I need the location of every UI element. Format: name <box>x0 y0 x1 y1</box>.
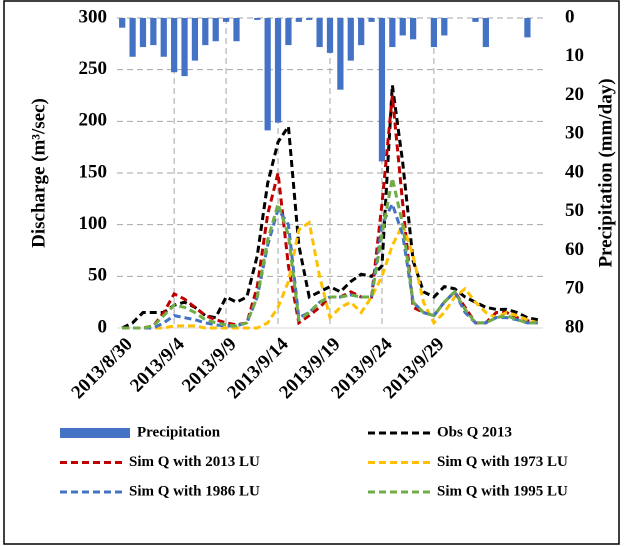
legend-label: Sim Q with 1995 LU <box>437 483 568 499</box>
bar <box>150 18 157 46</box>
y-tick-label: 300 <box>79 6 108 27</box>
legend-label: Precipitation <box>137 424 221 440</box>
y2-tick-label: 20 <box>565 84 584 105</box>
legend-swatch <box>60 428 130 438</box>
y-tick-label: 50 <box>88 265 107 286</box>
bar <box>378 18 386 162</box>
bar <box>295 18 302 22</box>
line <box>122 177 538 330</box>
bar <box>306 18 313 20</box>
bar <box>264 18 271 131</box>
y2-tick-label: 80 <box>565 316 584 337</box>
legend-label: Sim Q with 1986 LU <box>129 483 260 499</box>
y-tick-label: 150 <box>79 161 108 182</box>
bar <box>139 18 147 48</box>
y2-axis-title: Precipitation (mm/day) <box>595 78 616 267</box>
bar <box>202 18 209 46</box>
line <box>122 220 539 330</box>
bar <box>285 18 292 46</box>
bar <box>212 18 219 42</box>
bar <box>399 18 406 36</box>
x-tick-label: 2013/8/30 <box>67 334 136 403</box>
bar <box>441 18 448 36</box>
bar <box>181 18 188 77</box>
bar <box>274 18 282 123</box>
bar <box>316 18 323 48</box>
bar <box>233 18 240 42</box>
bar <box>358 18 365 46</box>
y2-tick-label: 50 <box>565 200 584 221</box>
bar <box>482 18 489 48</box>
y2-tick-label: 70 <box>565 278 584 299</box>
legend-label: Obs Q 2013 <box>437 424 512 440</box>
legend-label: Sim Q with 1973 LU <box>437 454 568 470</box>
y-axis-title: Discharge (m³/sec) <box>28 98 49 248</box>
y-tick-label: 0 <box>98 316 108 337</box>
bar <box>191 18 199 61</box>
bar <box>326 18 334 53</box>
bar <box>368 18 375 22</box>
bar <box>337 18 344 90</box>
y2-tick-label: 60 <box>565 239 584 260</box>
bar <box>410 18 417 40</box>
bar <box>160 18 167 57</box>
y-tick-label: 200 <box>79 110 108 131</box>
frame <box>3 0 620 545</box>
y-tick-label: 250 <box>79 58 108 79</box>
bar <box>472 18 479 22</box>
bar <box>119 18 126 28</box>
y2-tick-label: 30 <box>565 123 584 144</box>
bar <box>524 18 531 38</box>
bar <box>171 18 178 73</box>
legend-label: Sim Q with 2013 LU <box>129 454 260 470</box>
bar <box>389 18 396 48</box>
y-tick-label: 100 <box>79 213 108 234</box>
x-tick-label: 2013/9/4 <box>126 333 189 396</box>
bar <box>222 18 230 22</box>
bar <box>347 18 354 61</box>
bar <box>430 18 438 48</box>
bar <box>129 18 136 57</box>
y2-tick-label: 40 <box>565 161 584 182</box>
bar <box>254 18 261 20</box>
y2-tick-label: 0 <box>565 6 575 27</box>
y2-tick-label: 10 <box>565 45 584 66</box>
